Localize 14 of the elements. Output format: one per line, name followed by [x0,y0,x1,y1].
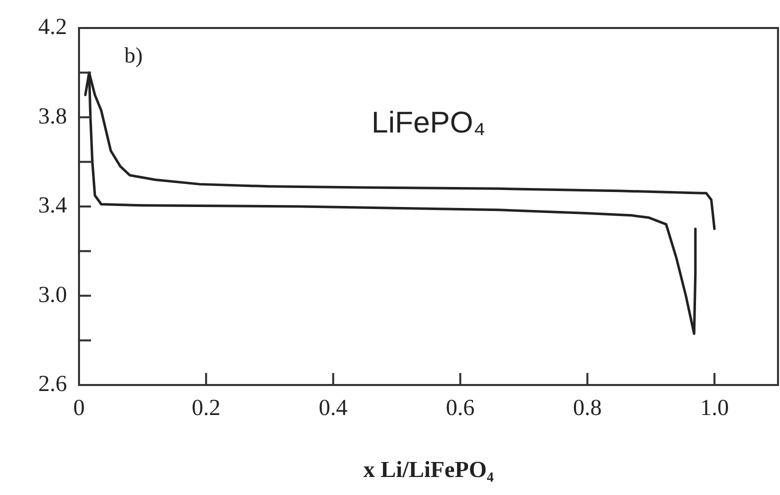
annotation: LiFePO₄ [372,106,486,140]
x-tick-label: 0.8 [572,394,602,420]
x-tick-label: 0 [73,394,85,420]
y-tick-label: 3.0 [38,282,67,307]
annotation: b) [124,42,143,68]
x-axis-title: x Li/LiFePO₄ [363,457,494,482]
y-tick-label: 3.4 [38,192,68,218]
x-tick-label: 0.6 [446,394,475,420]
y-tick-label: 2.6 [38,371,67,396]
x-tick-label: 0.4 [318,394,348,420]
y-tick-label: 4.2 [38,14,67,40]
x-tick-label: 1.0 [700,394,729,420]
y-tick-label: 3.8 [38,103,67,128]
x-tick-label: 0.2 [192,394,220,420]
